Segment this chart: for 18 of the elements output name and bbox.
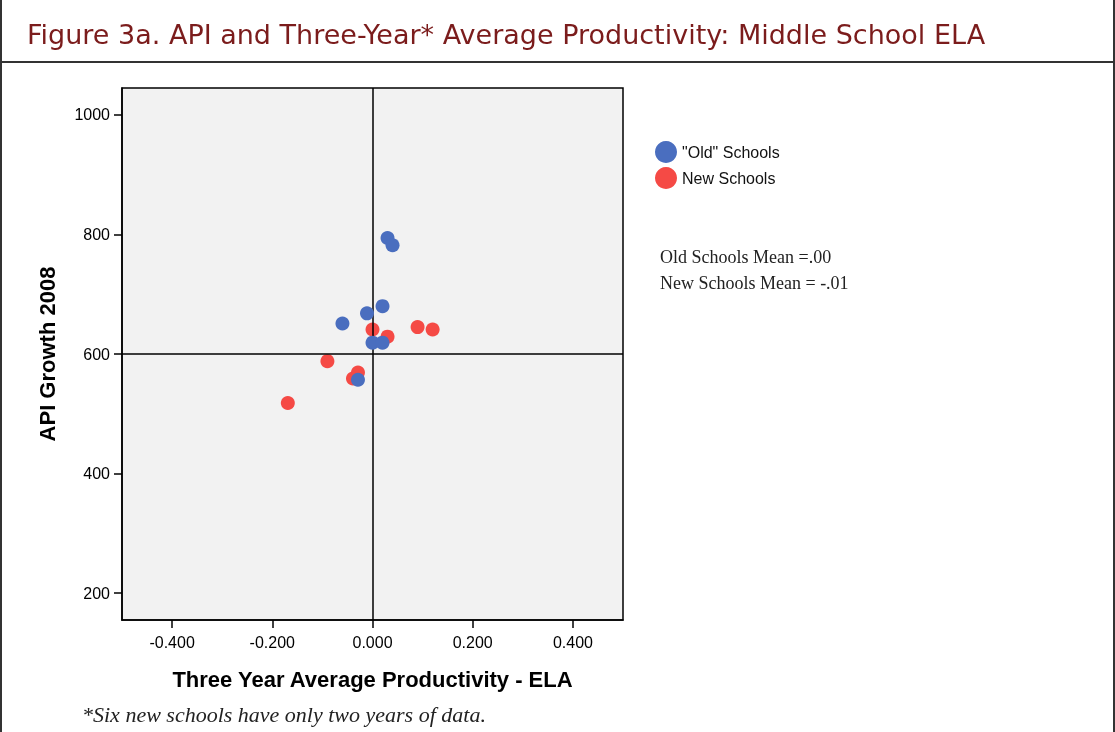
x-tick-label: 0.200 (452, 633, 493, 651)
y-axis-title: API Growth 2008 (34, 266, 60, 442)
text: New Schools Mean = -.01 (660, 273, 849, 293)
legend-label: New Schools (682, 169, 776, 187)
text: *Six new schools have only two years of data. (82, 701, 486, 727)
x-tick-label: -0.400 (149, 633, 195, 651)
legend-label: "Old" Schools (682, 143, 780, 161)
x-tick-label: 0.400 (552, 633, 594, 651)
y-tick-label: 400 (83, 465, 111, 483)
x-axis-title: Three Year Average Productivity - ELA (172, 666, 573, 692)
text: Old Schools Mean =.00 (660, 247, 832, 267)
x-tick-label: -0.200 (249, 633, 296, 651)
y-tick-label: 200 (83, 584, 111, 602)
y-tick-label: 800 (83, 225, 111, 243)
y-tick-label: 600 (83, 345, 111, 363)
x-tick-label: 0.000 (352, 633, 393, 651)
chart-title: Figure 3a. API and Three-Year* Average Productivity: Middle School ELA (27, 19, 986, 50)
y-tick-label: 1000 (74, 106, 111, 124)
